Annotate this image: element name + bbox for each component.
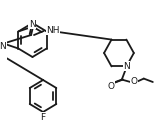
Text: O: O (107, 82, 114, 91)
Text: NH: NH (46, 26, 60, 35)
Text: F: F (40, 112, 46, 122)
Text: N: N (0, 42, 6, 50)
Text: N: N (123, 62, 130, 71)
Text: O: O (130, 77, 137, 86)
Text: N: N (29, 20, 36, 28)
